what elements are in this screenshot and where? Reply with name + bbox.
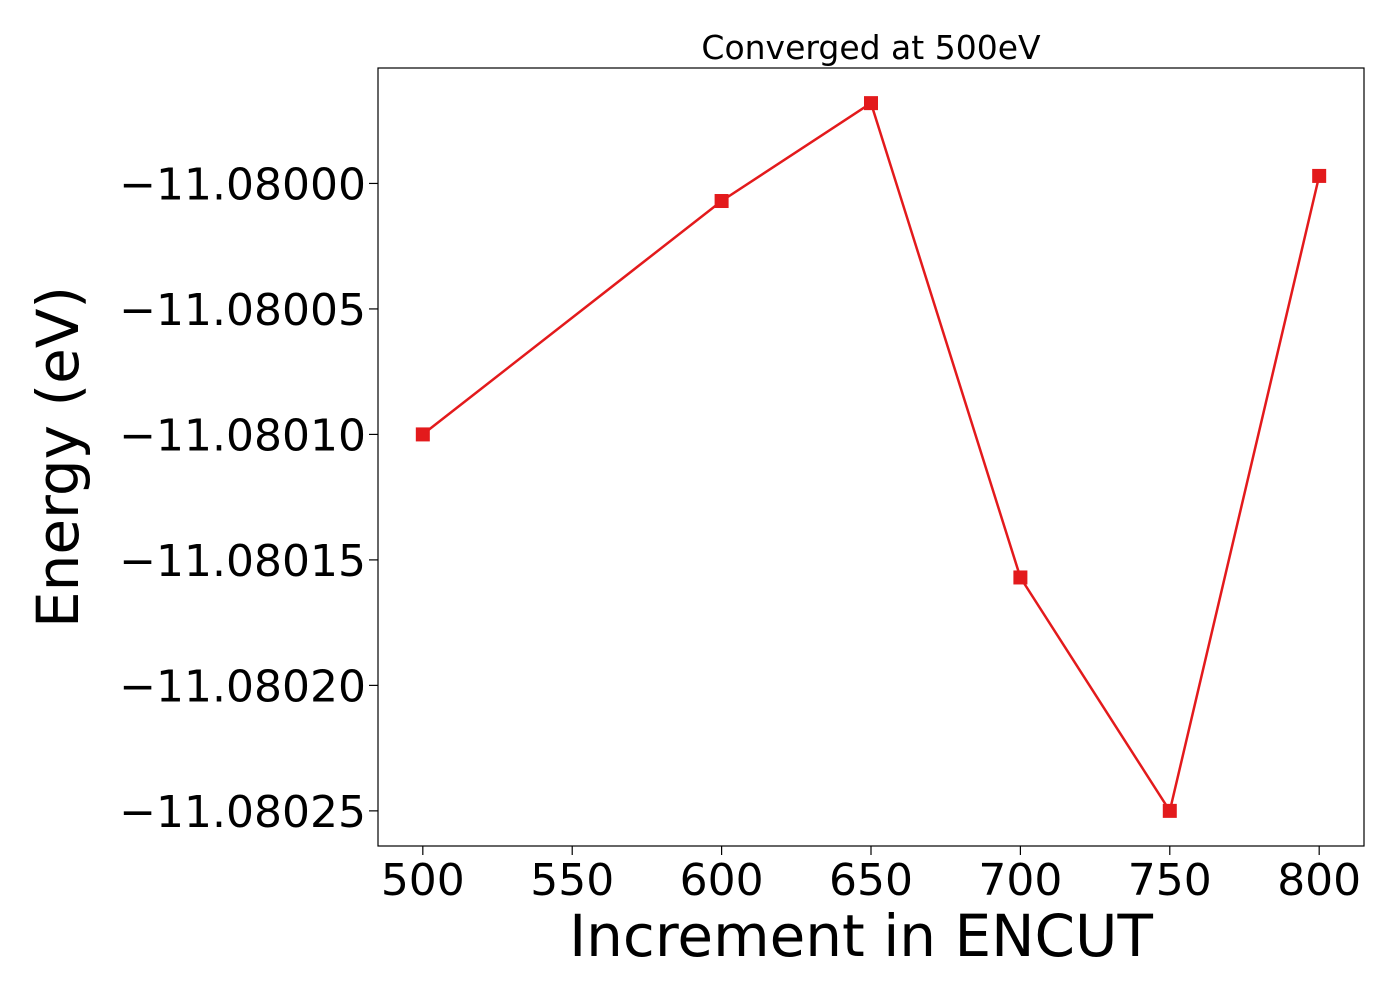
y-axis-label: Energy (eV) [24, 286, 92, 628]
x-tick-label: 600 [680, 855, 764, 906]
data-point-marker [864, 96, 878, 111]
x-tick-label: 550 [530, 855, 614, 906]
data-point-marker [714, 194, 729, 209]
series-line [422, 101, 1321, 815]
data-point-marker [1013, 570, 1028, 585]
y-tick-label: −11.08025 [119, 787, 366, 838]
y-tick-label: −11.08000 [119, 159, 366, 210]
y-axis-ticks: −11.08025 −11.08020 −11.08015 −11.08010 −11.… [119, 159, 378, 838]
x-tick-label: 800 [1277, 855, 1361, 906]
y-tick-label: −11.08020 [119, 661, 366, 712]
x-tick-label: 500 [381, 855, 465, 906]
data-point-marker [1162, 803, 1177, 818]
y-tick-label: −11.08010 [119, 410, 366, 461]
data-point-marker [1312, 168, 1327, 183]
data-point-marker [415, 427, 430, 442]
chart-title: Converged at 500eV [701, 28, 1041, 67]
y-tick-label: −11.08015 [119, 536, 366, 587]
x-tick-label: 650 [829, 855, 913, 906]
x-axis-label: Increment in ENCUT [569, 902, 1153, 970]
series-layer [415, 96, 1327, 818]
y-tick-label: −11.08005 [119, 285, 366, 336]
x-tick-label: 700 [978, 855, 1062, 906]
x-axis-ticks: 500 550 600 650 700 750 800 [381, 846, 1361, 906]
x-tick-label: 750 [1128, 855, 1212, 906]
plot-area-frame [377, 67, 1365, 847]
